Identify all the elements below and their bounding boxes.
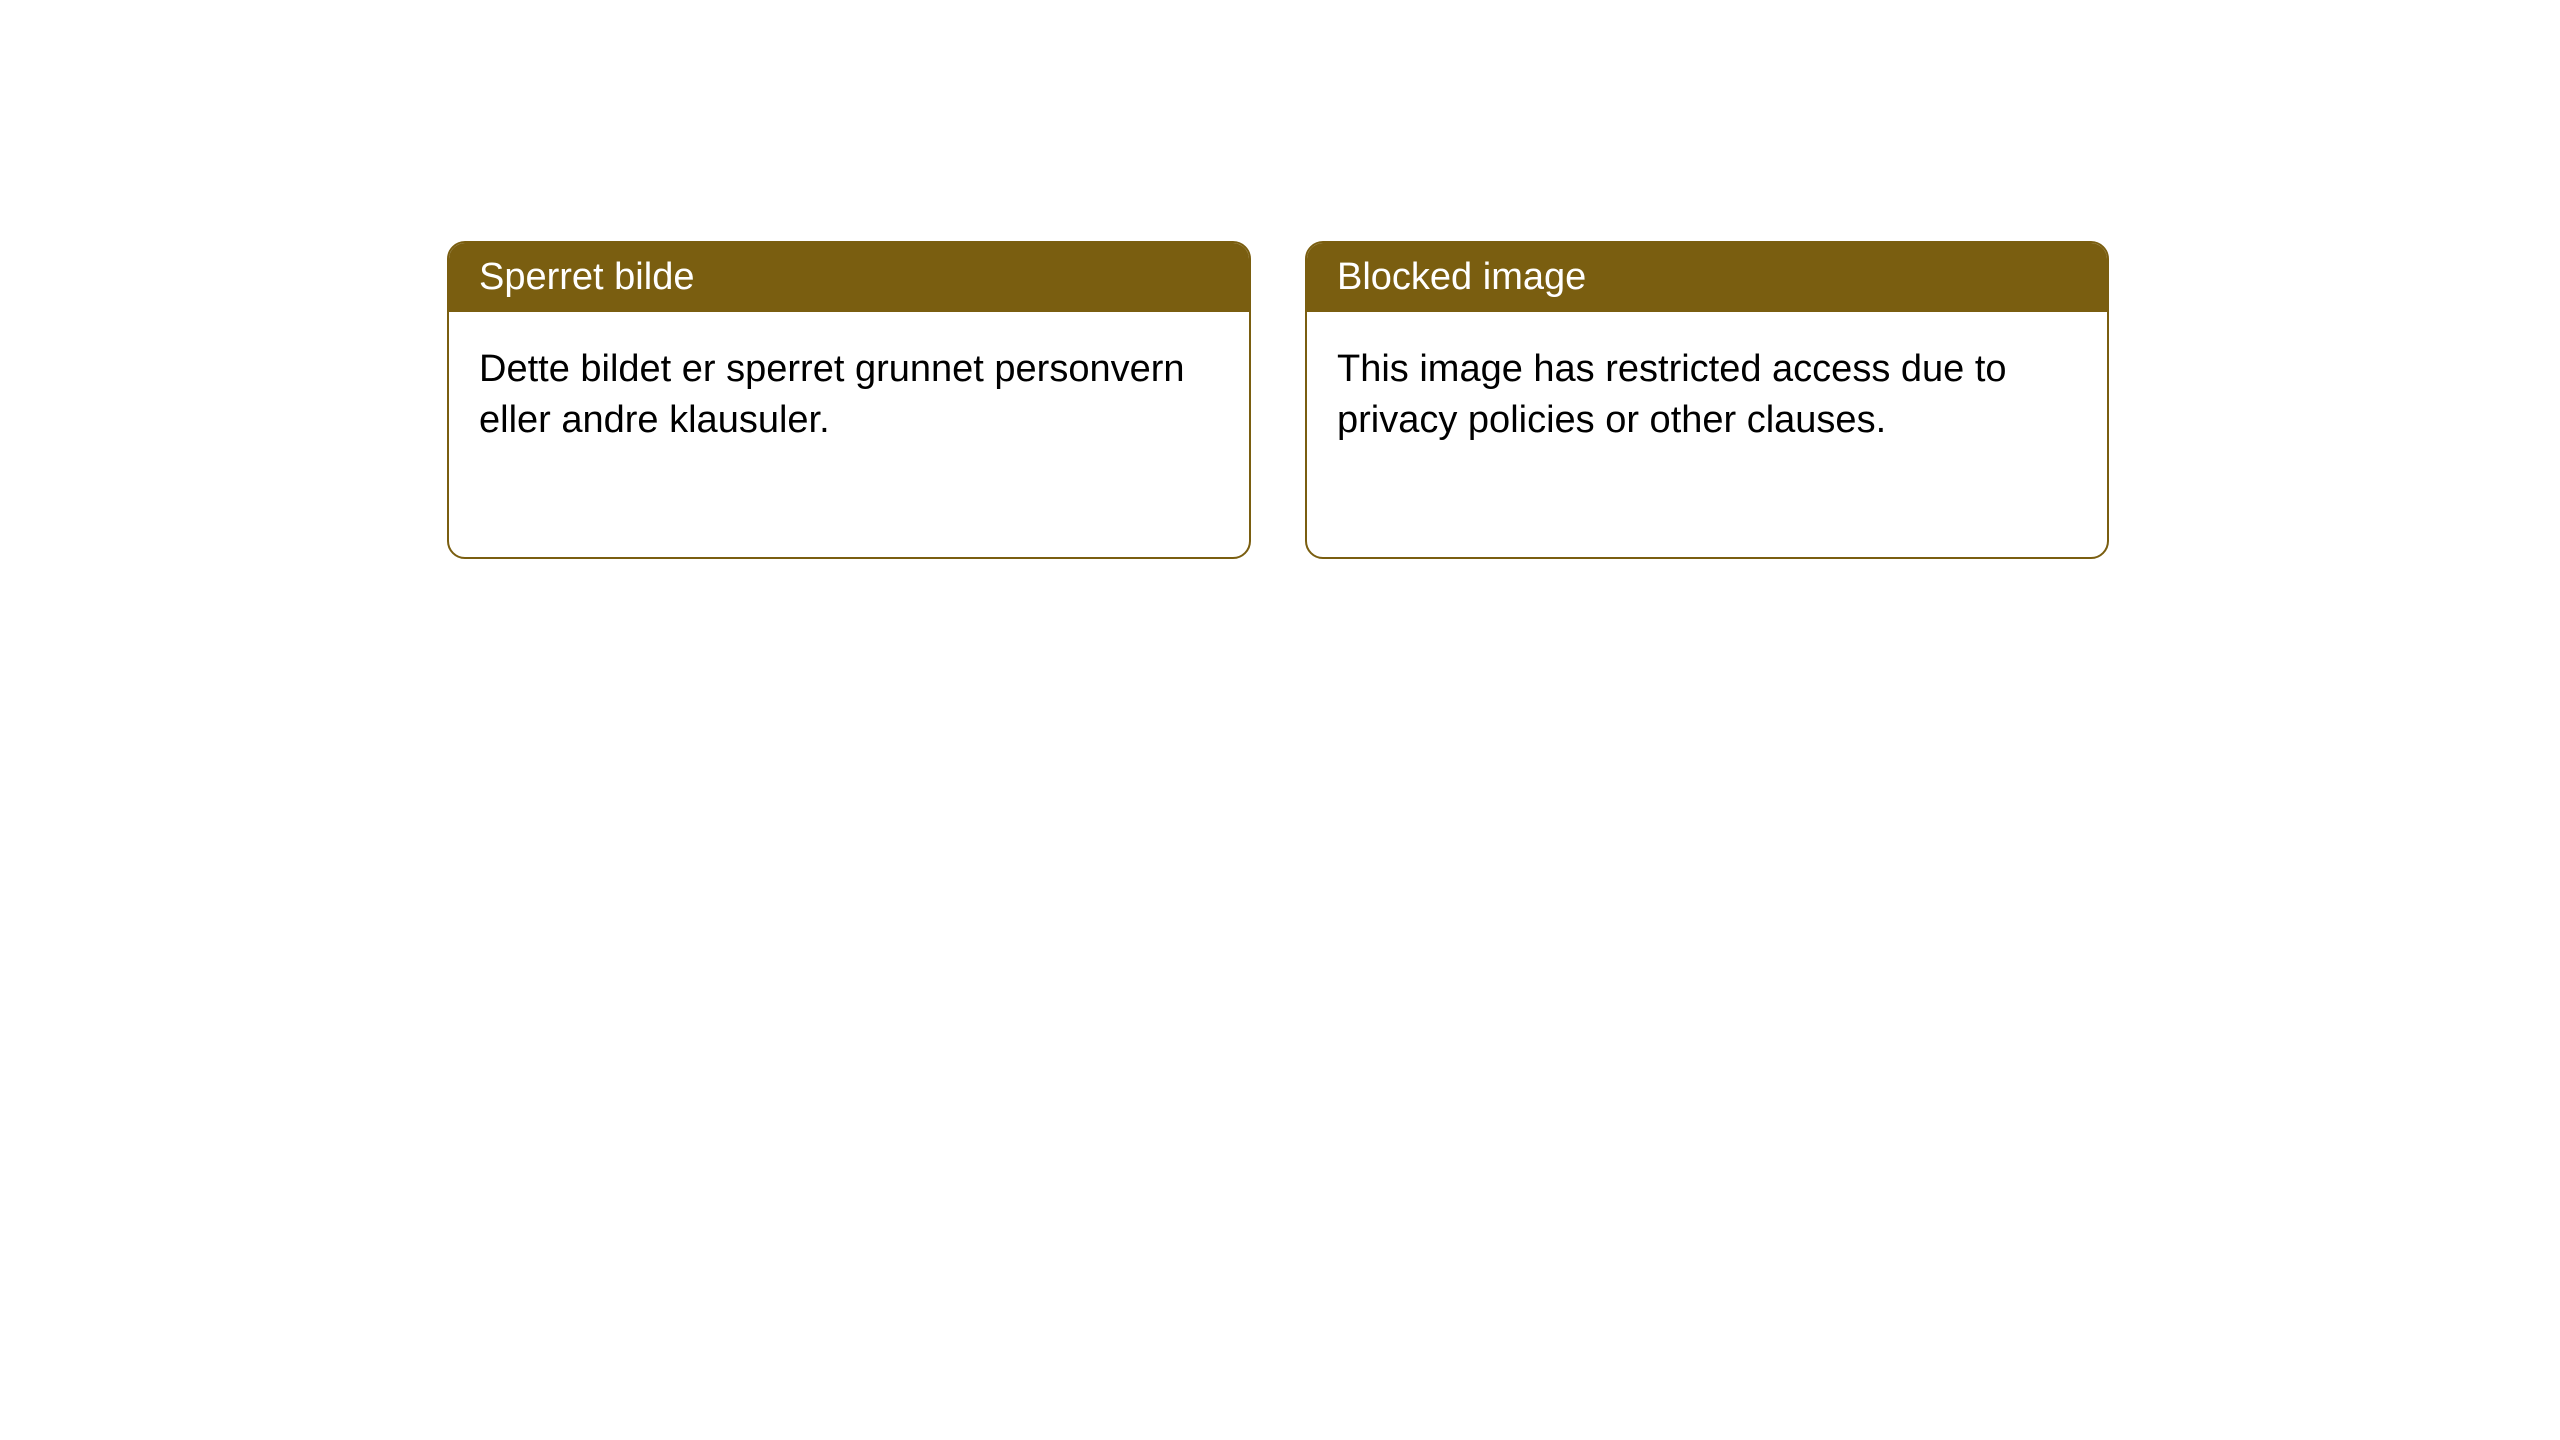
notice-body: This image has restricted access due to … <box>1307 312 2107 557</box>
notice-body-text: Dette bildet er sperret grunnet personve… <box>479 348 1185 441</box>
notice-header: Sperret bilde <box>449 243 1249 312</box>
blocked-image-notices: Sperret bilde Dette bildet er sperret gr… <box>447 241 2109 559</box>
notice-header-text: Blocked image <box>1337 256 1586 298</box>
notice-card-norwegian: Sperret bilde Dette bildet er sperret gr… <box>447 241 1251 559</box>
notice-body-text: This image has restricted access due to … <box>1337 348 2007 441</box>
notice-body: Dette bildet er sperret grunnet personve… <box>449 312 1249 557</box>
notice-header: Blocked image <box>1307 243 2107 312</box>
notice-header-text: Sperret bilde <box>479 256 694 298</box>
notice-card-english: Blocked image This image has restricted … <box>1305 241 2109 559</box>
